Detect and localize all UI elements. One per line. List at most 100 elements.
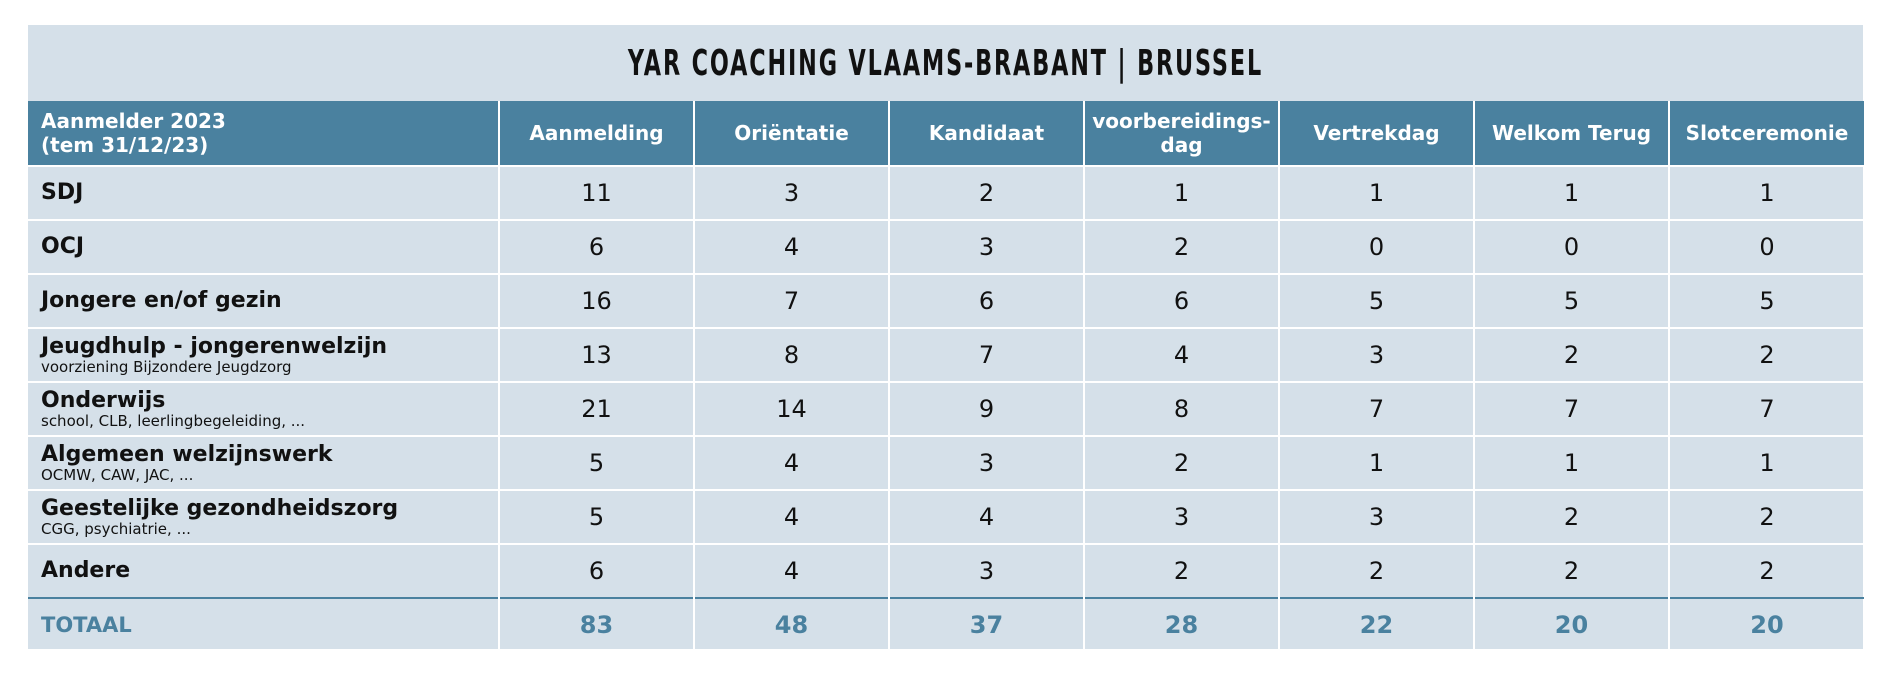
value-cell: 11 (498, 165, 694, 220)
value-cell: 0 (1278, 219, 1474, 274)
row-label-cell: OCJ (28, 219, 499, 274)
row-label: Geestelijke gezondheidszorg (41, 495, 399, 521)
value-cell: 21 (498, 381, 694, 436)
value-cell: 16 (498, 273, 694, 328)
table-row: OCJ 6 4 3 2 0 0 0 (28, 219, 1864, 274)
value-cell: 7 (693, 273, 889, 328)
value-cell: 1 (1668, 435, 1864, 490)
value-cell: 1 (1473, 435, 1669, 490)
value-cell: 8 (1083, 381, 1279, 436)
header-cell: voorbereidings-dag (1083, 101, 1279, 166)
header-cell-aanmelder: Aanmelder 2023 (tem 31/12/23) (28, 101, 499, 166)
total-row: TOTAAL 83 48 37 28 22 20 20 (28, 597, 1864, 651)
total-value-cell: 20 (1473, 597, 1669, 651)
value-cell: 3 (1278, 327, 1474, 382)
header-cell: Welkom Terug (1473, 101, 1669, 166)
value-cell: 3 (888, 219, 1084, 274)
value-cell: 4 (693, 435, 889, 490)
value-cell: 1 (1278, 435, 1474, 490)
value-cell: 0 (1473, 219, 1669, 274)
header-cell: Aanmelding (498, 101, 694, 166)
value-cell: 2 (1083, 543, 1279, 598)
value-cell: 5 (1473, 273, 1669, 328)
value-cell: 5 (1278, 273, 1474, 328)
value-cell: 4 (693, 543, 889, 598)
total-value-cell: 20 (1668, 597, 1864, 651)
value-cell: 3 (888, 435, 1084, 490)
value-cell: 7 (1473, 381, 1669, 436)
table-row: Onderwijs school, CLB, leerlingbegeleidin… (28, 381, 1864, 436)
value-cell: 6 (498, 219, 694, 274)
row-label-cell: Jeugdhulp - jongerenwelzijn voorziening B… (28, 327, 499, 382)
value-cell: 5 (498, 435, 694, 490)
row-label: Algemeen welzijnswerk (41, 441, 333, 467)
row-label-cell: Andere (28, 543, 499, 598)
value-cell: 4 (1083, 327, 1279, 382)
value-cell: 1 (1083, 165, 1279, 220)
value-cell: 2 (1083, 435, 1279, 490)
value-cell: 5 (1668, 273, 1864, 328)
row-label: OCJ (41, 234, 85, 259)
value-cell: 2 (1668, 327, 1864, 382)
table-row: Geestelijke gezondheidszorg CGG, psychiat… (28, 489, 1864, 544)
header-row: Aanmelder 2023 (tem 31/12/23) Aanmelding Or… (28, 101, 1864, 166)
value-cell: 3 (693, 165, 889, 220)
value-cell: 3 (1278, 489, 1474, 544)
row-sublabel: voorziening Bijzondere Jeugdzorg (41, 357, 292, 376)
value-cell: 1 (1473, 165, 1669, 220)
table-row: Algemeen welzijnswerk OCMW, CAW, JAC, ...… (28, 435, 1864, 490)
row-label: Onderwijs (41, 387, 166, 413)
value-cell: 6 (498, 543, 694, 598)
value-cell: 2 (1668, 489, 1864, 544)
value-cell: 7 (1278, 381, 1474, 436)
row-sublabel: school, CLB, leerlingbegeleiding, ... (41, 411, 306, 430)
value-cell: 6 (1083, 273, 1279, 328)
total-value-cell: 22 (1278, 597, 1474, 651)
value-cell: 14 (693, 381, 889, 436)
value-cell: 4 (888, 489, 1084, 544)
total-value-cell: 28 (1083, 597, 1279, 651)
data-table: Aanmelder 2023 (tem 31/12/23) Aanmelding Or… (28, 101, 1864, 651)
value-cell: 2 (888, 165, 1084, 220)
value-cell: 3 (888, 543, 1084, 598)
table-row: Jongere en/of gezin 16 7 6 6 5 5 5 (28, 273, 1864, 328)
value-cell: 2 (1473, 543, 1669, 598)
row-label: SDJ (41, 180, 84, 205)
table-body: SDJ 11 3 2 1 1 1 1 OCJ 6 4 3 2 0 0 0 Jongere en/of gezin… (28, 165, 1864, 598)
total-value-cell: 48 (693, 597, 889, 651)
row-sublabel: OCMW, CAW, JAC, ... (41, 465, 194, 484)
table-row: Andere 6 4 3 2 2 2 2 (28, 543, 1864, 598)
row-label: Andere (41, 558, 131, 583)
row-label-cell: Algemeen welzijnswerk OCMW, CAW, JAC, ... (28, 435, 499, 490)
value-cell: 7 (888, 327, 1084, 382)
total-value-cell: 83 (498, 597, 694, 651)
value-cell: 13 (498, 327, 694, 382)
value-cell: 4 (693, 489, 889, 544)
value-cell: 2 (1083, 219, 1279, 274)
header-cell: Slotceremonie (1668, 101, 1864, 166)
value-cell: 1 (1278, 165, 1474, 220)
total-label: TOTAAL (28, 597, 499, 651)
value-cell: 0 (1668, 219, 1864, 274)
table-row: SDJ 11 3 2 1 1 1 1 (28, 165, 1864, 220)
row-label-cell: SDJ (28, 165, 499, 220)
table-row: Jeugdhulp - jongerenwelzijn voorziening B… (28, 327, 1864, 382)
value-cell: 2 (1668, 543, 1864, 598)
value-cell: 3 (1083, 489, 1279, 544)
total-value-cell: 37 (888, 597, 1084, 651)
row-label: Jongere en/of gezin (41, 288, 282, 313)
value-cell: 9 (888, 381, 1084, 436)
value-cell: 4 (693, 219, 889, 274)
value-cell: 2 (1473, 327, 1669, 382)
row-label-cell: Jongere en/of gezin (28, 273, 499, 328)
value-cell: 1 (1668, 165, 1864, 220)
table-title: YAR COACHING VLAAMS-BRABANT | BRUSSEL (627, 42, 1264, 84)
value-cell: 6 (888, 273, 1084, 328)
header-cell: Vertrekdag (1278, 101, 1474, 166)
value-cell: 2 (1278, 543, 1474, 598)
table-panel: YAR COACHING VLAAMS-BRABANT | BRUSSEL Aa… (28, 25, 1864, 651)
row-label: Jeugdhulp - jongerenwelzijn (41, 333, 388, 359)
value-cell: 5 (498, 489, 694, 544)
row-label-cell: Onderwijs school, CLB, leerlingbegeleidin… (28, 381, 499, 436)
header-cell: Kandidaat (888, 101, 1084, 166)
